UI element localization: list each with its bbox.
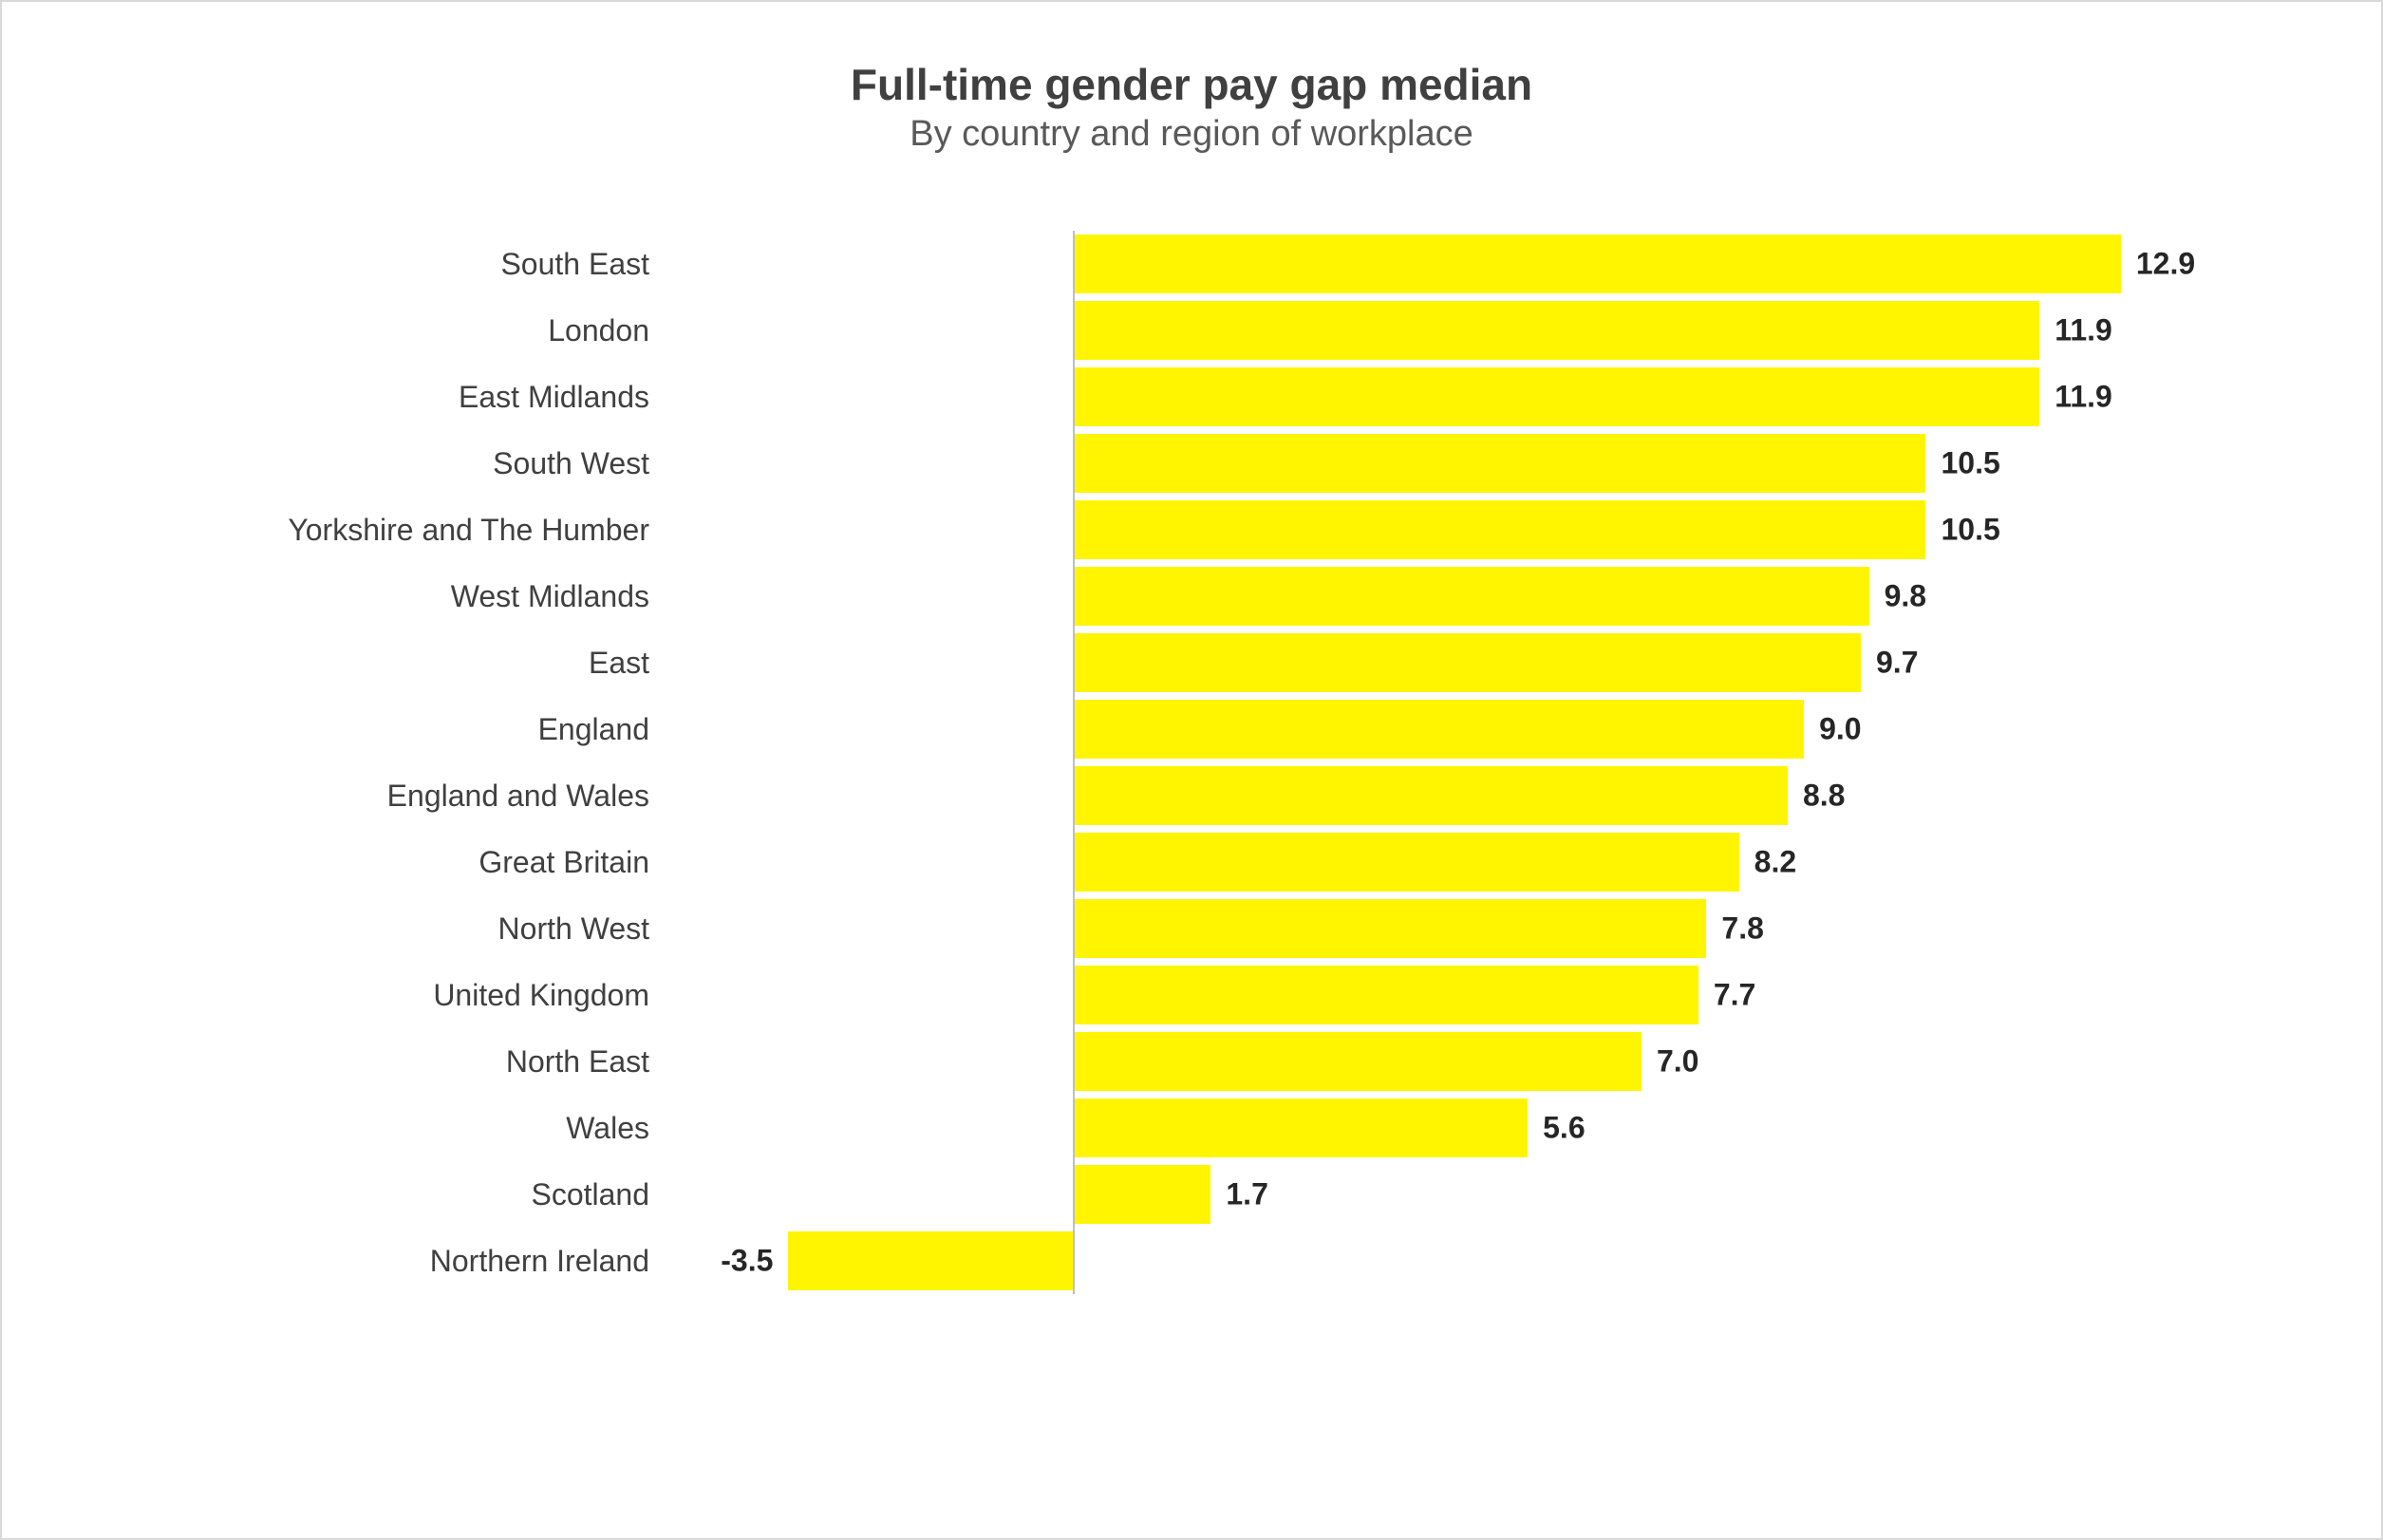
bar (1073, 966, 1698, 1024)
bar-row: Northern Ireland -3.5 (173, 1228, 2210, 1294)
category-label: South East (173, 247, 666, 282)
bar (1073, 434, 1926, 493)
bar-track: 9.0 (666, 696, 2210, 762)
category-label: East (173, 646, 666, 681)
category-label: Wales (173, 1111, 666, 1146)
bar (1073, 633, 1861, 692)
bar-track: 8.8 (666, 762, 2210, 829)
bar (1073, 833, 1739, 892)
category-label: West Midlands (173, 579, 666, 614)
value-label: 7.0 (1657, 1044, 1698, 1080)
category-label: England and Wales (173, 779, 666, 814)
category-label: East Midlands (173, 380, 666, 415)
chart-frame: Full-time gender pay gap median By count… (0, 0, 2383, 1540)
bar-row: West Midlands 9.8 (173, 563, 2210, 629)
value-label: 9.7 (1876, 646, 1918, 681)
bar-row: England and Wales 8.8 (173, 762, 2210, 829)
bar-row: Wales 5.6 (173, 1095, 2210, 1161)
bar-row: London 11.9 (173, 297, 2210, 364)
value-label: 10.5 (1941, 446, 1999, 481)
value-label: 7.8 (1721, 911, 1763, 947)
bar-row: East Midlands 11.9 (173, 364, 2210, 430)
value-label: 11.9 (2055, 313, 2112, 348)
value-label: 1.7 (1226, 1177, 1267, 1212)
bar-track: 7.8 (666, 895, 2210, 962)
bar-track: 10.5 (666, 430, 2210, 497)
bar-track: 9.8 (666, 563, 2210, 629)
category-label: Yorkshire and The Humber (173, 513, 666, 548)
bar-track: 7.0 (666, 1028, 2210, 1095)
value-label: 12.9 (2136, 247, 2195, 282)
bar (1073, 1099, 1528, 1157)
value-label: -3.5 (721, 1244, 773, 1279)
value-label: 7.7 (1714, 978, 1755, 1013)
bar-track: 1.7 (666, 1161, 2210, 1228)
bar-row: North West 7.8 (173, 895, 2210, 962)
bar-track: 11.9 (666, 364, 2210, 430)
category-label: North West (173, 911, 666, 947)
bar-row: South East 12.9 (173, 231, 2210, 297)
bar (1073, 235, 2121, 293)
category-label: Northern Ireland (173, 1244, 666, 1279)
zero-axis-line (1073, 231, 1075, 1294)
bar-track: 7.7 (666, 962, 2210, 1028)
bar-track: 9.7 (666, 629, 2210, 696)
bar (1073, 899, 1707, 958)
bar-row: Scotland 1.7 (173, 1161, 2210, 1228)
bar (788, 1231, 1073, 1290)
value-label: 11.9 (2055, 380, 2112, 415)
bar (1073, 1032, 1642, 1091)
value-label: 10.5 (1941, 513, 1999, 548)
value-label: 8.2 (1754, 845, 1796, 880)
category-label: Great Britain (173, 845, 666, 880)
bar-track: 5.6 (666, 1095, 2210, 1161)
chart-title: Full-time gender pay gap median (116, 59, 2267, 110)
bar (1073, 367, 2039, 426)
bar-row: Great Britain 8.2 (173, 829, 2210, 895)
category-label: Scotland (173, 1177, 666, 1212)
category-label: United Kingdom (173, 978, 666, 1013)
bar-row: South West 10.5 (173, 430, 2210, 497)
category-label: North East (173, 1044, 666, 1080)
plot-area: South East 12.9 London 11.9 East Midlands 11.… (173, 231, 2210, 1294)
bar (1073, 1165, 1210, 1224)
bar-track: -3.5 (666, 1228, 2210, 1294)
value-label: 5.6 (1543, 1111, 1585, 1146)
category-label: South West (173, 446, 666, 481)
bar-track: 12.9 (666, 231, 2210, 297)
value-label: 8.8 (1803, 779, 1845, 814)
value-label: 9.0 (1819, 712, 1861, 747)
bar-row: North East 7.0 (173, 1028, 2210, 1095)
bar-row: East 9.7 (173, 629, 2210, 696)
bar (1073, 500, 1926, 559)
bar (1073, 567, 1869, 626)
bar-track: 8.2 (666, 829, 2210, 895)
bar-row: England 9.0 (173, 696, 2210, 762)
bar-track: 11.9 (666, 297, 2210, 364)
bar (1073, 766, 1788, 825)
bar-track: 10.5 (666, 497, 2210, 563)
bar (1073, 301, 2039, 360)
category-label: London (173, 313, 666, 348)
value-label: 9.8 (1885, 579, 1926, 614)
bar-row: United Kingdom 7.7 (173, 962, 2210, 1028)
bar (1073, 700, 1804, 759)
category-label: England (173, 712, 666, 747)
chart-subtitle: By country and region of workplace (116, 114, 2267, 155)
bar-row: Yorkshire and The Humber 10.5 (173, 497, 2210, 563)
